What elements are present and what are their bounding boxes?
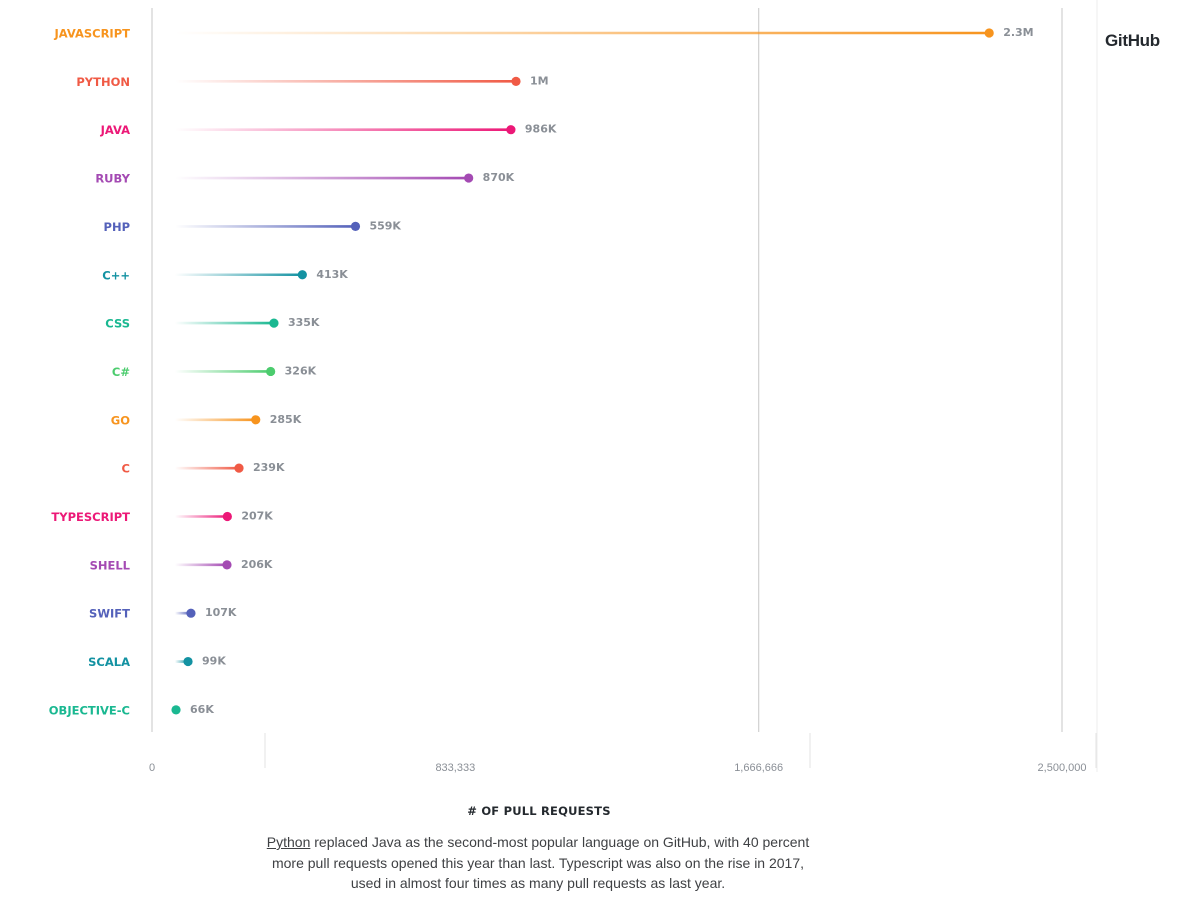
point-python — [511, 76, 521, 86]
point-java — [506, 125, 516, 135]
y-label-cplusplus: C++ — [102, 268, 130, 282]
value-label-c: 239K — [253, 461, 285, 474]
value-label-go: 285K — [270, 413, 302, 426]
y-label-javascript: JAVASCRIPT — [53, 27, 130, 41]
chart-caption: Python replaced Java as the second-most … — [258, 832, 818, 894]
value-label-css: 335K — [288, 316, 320, 329]
point-swift — [186, 608, 196, 618]
y-axis-labels: JAVASCRIPT PYTHON JAVA RUBY PHP C++ CSS C# GO C TY… — [49, 27, 131, 718]
x-axis-title: # OF PULL REQUESTS — [467, 804, 611, 818]
x-axis-ticks: 0 833,333 1,666,666 2,500,000 — [149, 762, 1087, 774]
y-label-scala: SCALA — [88, 655, 130, 669]
caption-text: replaced Java as the second-most popular… — [271, 834, 810, 891]
y-label-java: JAVA — [100, 123, 131, 137]
value-label-typescript: 207K — [241, 510, 273, 523]
value-label-cplusplus: 413K — [316, 268, 348, 281]
value-label-ruby: 870K — [483, 171, 515, 184]
y-label-c: C — [122, 462, 130, 476]
value-label-python: 1M — [530, 74, 549, 87]
value-label-php: 559K — [369, 219, 401, 232]
point-typescript — [222, 511, 232, 522]
point-javascript — [984, 28, 994, 38]
point-shell — [222, 560, 232, 570]
y-label-css: CSS — [105, 317, 130, 331]
y-label-shell: SHELL — [90, 558, 131, 572]
point-scala — [183, 656, 193, 667]
github-logo: GitHub — [1105, 31, 1160, 50]
lollipop-marks: 2.3M 1M 986K 870K 559K 413K 335K 326K 285K 239K 20… — [171, 26, 1034, 716]
value-label-java: 986K — [525, 123, 557, 136]
y-label-go: GO — [111, 413, 130, 427]
y-label-php: PHP — [104, 220, 130, 234]
y-label-python: PYTHON — [76, 75, 130, 89]
x-tick-label: 0 — [149, 762, 155, 774]
x-tick-label: 2,500,000 — [1038, 762, 1087, 774]
python-link[interactable]: Python — [266, 834, 311, 850]
value-label-objective-c: 66K — [190, 703, 214, 716]
point-ruby — [464, 173, 474, 183]
point-objective-c — [171, 705, 181, 715]
point-csharp — [266, 366, 276, 377]
point-go — [251, 415, 261, 425]
value-label-csharp: 326K — [285, 364, 317, 377]
x-tick-label: 833,333 — [435, 762, 475, 774]
value-label-scala: 99K — [202, 655, 226, 668]
point-c — [234, 463, 244, 473]
x-tick-label: 1,666,666 — [734, 762, 783, 774]
gridlines — [151, 0, 1098, 772]
value-label-swift: 107K — [205, 606, 237, 619]
value-label-shell: 206K — [241, 558, 273, 571]
point-css — [269, 318, 279, 328]
y-label-swift: SWIFT — [89, 607, 130, 621]
point-php — [350, 221, 361, 231]
value-label-javascript: 2.3M — [1003, 26, 1033, 39]
y-label-objective-c: OBJECTIVE-C — [49, 703, 130, 717]
y-label-ruby: RUBY — [95, 172, 130, 186]
y-label-typescript: TYPESCRIPT — [51, 510, 130, 524]
point-cplusplus — [297, 270, 307, 280]
y-label-csharp: C# — [112, 365, 130, 379]
